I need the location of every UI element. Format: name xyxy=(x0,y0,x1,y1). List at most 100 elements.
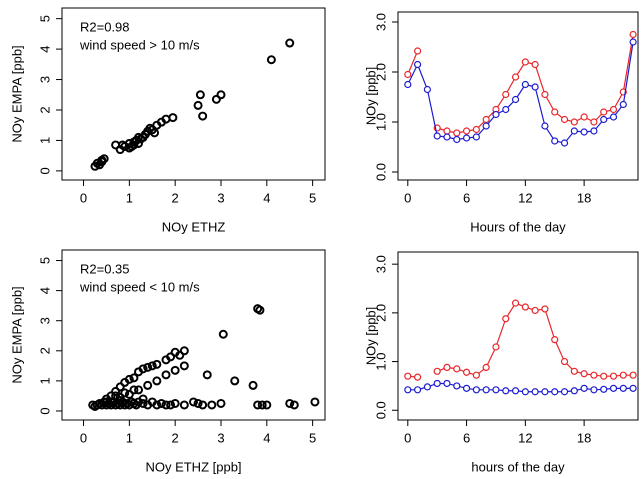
point xyxy=(152,359,162,369)
point xyxy=(560,115,569,124)
point xyxy=(189,397,198,407)
y-tick-label: 2 xyxy=(37,106,52,113)
point xyxy=(472,133,480,141)
point xyxy=(482,386,490,394)
y-tick-label: 3.0 xyxy=(373,13,388,31)
point xyxy=(580,384,588,392)
point xyxy=(472,371,480,379)
point xyxy=(580,370,588,378)
x-tick-label: 18 xyxy=(577,190,591,205)
point xyxy=(248,380,258,390)
x-axis-label: NOy ETHZ xyxy=(162,219,226,234)
point xyxy=(218,329,228,339)
x-tick-label: 3 xyxy=(217,430,224,445)
point xyxy=(453,135,461,144)
point xyxy=(560,139,569,147)
point xyxy=(289,400,299,410)
point xyxy=(570,118,578,126)
y-axis-label: NOy [ppb] xyxy=(363,307,378,366)
y-tick-label: 2 xyxy=(37,347,52,354)
point xyxy=(207,400,217,410)
point xyxy=(115,382,125,392)
point xyxy=(111,386,121,396)
x-tick-label: 5 xyxy=(309,430,316,445)
point xyxy=(138,394,148,404)
point xyxy=(175,350,185,360)
plot-frame xyxy=(61,249,326,421)
point xyxy=(433,379,441,388)
point xyxy=(216,398,226,408)
point xyxy=(230,376,240,386)
point xyxy=(198,400,208,410)
point xyxy=(521,388,529,396)
point xyxy=(310,397,320,407)
point xyxy=(413,47,422,55)
point xyxy=(600,108,608,116)
point xyxy=(211,94,221,104)
point xyxy=(531,83,539,91)
point xyxy=(492,110,500,119)
point xyxy=(521,58,529,66)
point xyxy=(124,374,134,384)
point xyxy=(257,400,267,410)
point xyxy=(404,372,412,380)
point xyxy=(629,384,637,392)
point xyxy=(129,385,139,395)
point xyxy=(590,371,598,379)
point xyxy=(482,122,490,130)
point xyxy=(166,400,176,410)
point xyxy=(168,113,178,123)
point xyxy=(129,373,139,383)
y-tick-label: 4 xyxy=(37,45,52,52)
point xyxy=(143,362,153,372)
y-tick-label: 2.0 xyxy=(373,304,388,322)
point xyxy=(590,127,598,135)
point xyxy=(413,373,422,381)
plot-frame xyxy=(61,7,326,181)
point xyxy=(462,134,471,142)
point xyxy=(262,400,272,410)
y-tick-label: 1.0 xyxy=(373,113,388,131)
point xyxy=(253,400,263,410)
point xyxy=(502,387,510,395)
point xyxy=(609,372,618,380)
annotation: wind speed < 10 m/s xyxy=(79,279,200,294)
point xyxy=(152,400,162,410)
point xyxy=(600,385,608,393)
x-tick-label: 12 xyxy=(518,430,532,445)
point xyxy=(443,363,451,372)
point xyxy=(193,398,203,408)
point xyxy=(502,315,510,323)
point xyxy=(560,388,569,396)
point xyxy=(115,392,125,402)
x-axis-label: NOy ETHZ [ppb] xyxy=(145,459,241,474)
point xyxy=(462,384,471,392)
point xyxy=(433,367,441,375)
y-tick-label: 0 xyxy=(37,167,52,174)
point xyxy=(600,115,608,124)
point xyxy=(134,132,144,142)
point xyxy=(111,391,121,401)
point xyxy=(600,372,608,380)
point xyxy=(629,30,637,39)
point xyxy=(502,90,510,99)
point xyxy=(143,380,153,390)
point xyxy=(453,129,461,137)
x-tick-label: 0 xyxy=(404,430,411,445)
point xyxy=(413,60,422,69)
point xyxy=(570,387,578,395)
annotation: wind speed > 10 m/s xyxy=(79,37,200,52)
point xyxy=(198,111,208,121)
point xyxy=(115,395,125,405)
point xyxy=(147,361,157,371)
point xyxy=(502,105,510,114)
point xyxy=(202,370,212,380)
y-tick-label: 1.0 xyxy=(373,353,388,371)
point xyxy=(195,90,205,100)
x-axis-label: hours of the day xyxy=(471,459,565,474)
point xyxy=(492,386,500,394)
point xyxy=(462,368,471,376)
point xyxy=(570,127,578,135)
point xyxy=(629,38,637,46)
